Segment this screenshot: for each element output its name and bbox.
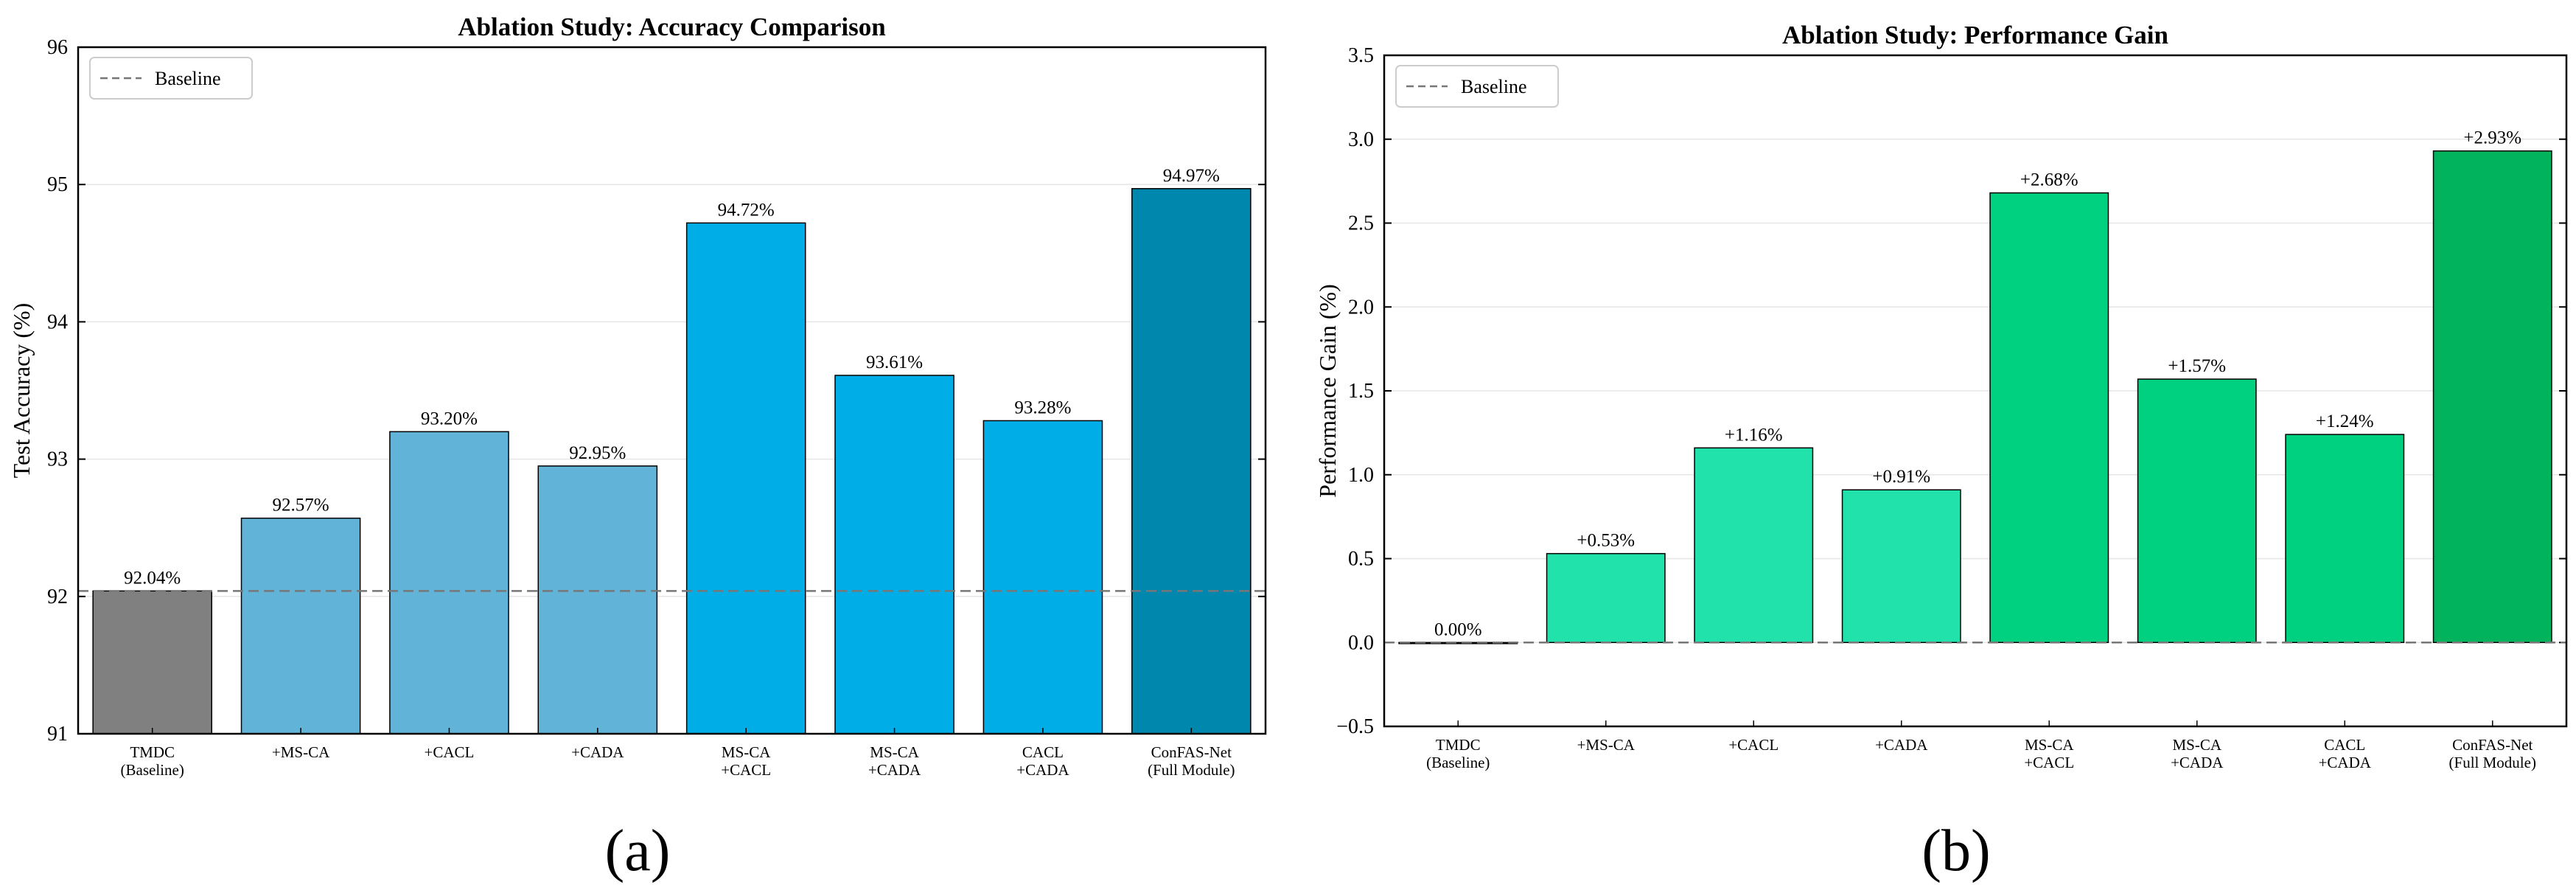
bar-value-label: 0.00%	[1434, 619, 1482, 639]
category-label: +CADA	[1016, 761, 1069, 779]
panel-letter: (b)	[1921, 819, 1990, 883]
category-label: +CADA	[2171, 754, 2224, 771]
y-tick-label: 96	[47, 36, 68, 59]
bar	[834, 375, 954, 734]
y-tick-label: 3.5	[1348, 44, 1374, 67]
panel-letter: (a)	[605, 819, 671, 883]
category-label: CACL	[2324, 736, 2365, 754]
legend-box	[89, 57, 253, 100]
category-label: MS-CA	[2172, 736, 2221, 754]
y-tick-label: 94	[47, 310, 68, 333]
category-label: ConFAS-Net	[2452, 736, 2533, 754]
bar-value-label: +2.68%	[2020, 170, 2078, 190]
bar	[389, 431, 509, 734]
category-label: MS-CA	[2025, 736, 2074, 754]
y-tick-label: 1.0	[1348, 464, 1374, 487]
bar-value-label: 92.57%	[273, 496, 329, 515]
y-tick-label: 92	[47, 586, 68, 608]
panel-b: −0.5 0.0 0.5 1.0 1.5 2.0 2.5 3.0 3.5 0.00% TMDC(Ba…	[1314, 21, 2568, 883]
category-label: +CADA	[2319, 754, 2372, 771]
bar	[982, 420, 1103, 734]
plot-frame	[1383, 54, 2568, 728]
legend-label: Baseline	[155, 68, 221, 89]
bar	[537, 465, 658, 734]
legend-box	[1395, 65, 1559, 108]
y-tick-label: 1.5	[1348, 380, 1374, 403]
category-label: (Baseline)	[1426, 754, 1490, 771]
bar	[1131, 188, 1252, 734]
category-label: +CACL	[2024, 754, 2074, 771]
category-label: (Full Module)	[1148, 761, 1235, 779]
category-label: CACL	[1022, 743, 1064, 761]
bar-value-label: 92.04%	[124, 568, 181, 588]
bar	[92, 590, 212, 734]
y-tick-label: 93	[47, 448, 68, 471]
category-label: +CACL	[425, 743, 475, 761]
y-tick-label: 0.5	[1348, 548, 1374, 571]
category-label: (Baseline)	[121, 761, 184, 779]
bar	[685, 222, 806, 734]
panel-a: 91 92 93 94 95 96 92.04% TMDC(Baseline) 92.57% +M…	[8, 13, 1267, 883]
plot-frame	[77, 46, 1267, 735]
bar	[1841, 489, 1961, 643]
category-label: +CACL	[1728, 736, 1779, 754]
y-axis-label: Test Accuracy (%)	[8, 303, 35, 479]
y-tick-label: 3.0	[1348, 128, 1374, 151]
bar	[2432, 150, 2552, 644]
bar-value-label: +1.57%	[2168, 356, 2226, 376]
y-tick-label: 0.0	[1348, 631, 1374, 654]
bar-value-label: 93.28%	[1014, 397, 1071, 417]
bar	[2137, 378, 2257, 643]
y-tick-label: 91	[47, 723, 68, 746]
bar-value-label: +0.53%	[1577, 531, 1635, 551]
category-label: +MS-CA	[272, 743, 330, 761]
bar-value-label: 92.95%	[569, 443, 626, 463]
bar-value-label: 94.97%	[1163, 166, 1220, 186]
category-label: TMDC	[130, 743, 175, 761]
chart-title: Ablation Study: Accuracy Comparison	[458, 13, 885, 41]
y-tick-label: −0.5	[1336, 715, 1374, 738]
category-label: +CADA	[868, 761, 921, 779]
y-tick-label: 2.5	[1348, 212, 1374, 235]
category-label: +CADA	[571, 743, 624, 761]
bar-value-label: 93.20%	[421, 409, 478, 428]
category-label: TMDC	[1436, 736, 1481, 754]
bar	[1546, 552, 1666, 643]
category-label: MS-CA	[722, 743, 771, 761]
category-label: +CACL	[721, 761, 771, 779]
bar	[240, 517, 361, 734]
bar-value-label: 94.72%	[718, 200, 775, 220]
chart-title: Ablation Study: Performance Gain	[1782, 21, 2168, 49]
y-tick-label: 95	[47, 173, 68, 196]
bar-value-label: +0.91%	[1872, 467, 1930, 487]
bar	[1694, 447, 1814, 643]
bar-value-label: 93.61%	[866, 353, 923, 372]
category-label: ConFAS-Net	[1151, 743, 1232, 761]
category-label: MS-CA	[870, 743, 919, 761]
bar	[1989, 192, 2109, 643]
y-tick-label: 2.0	[1348, 296, 1374, 319]
bar-value-label: +1.16%	[1725, 425, 1783, 445]
category-label: +MS-CA	[1577, 736, 1636, 754]
category-label: +CADA	[1875, 736, 1928, 754]
category-label: (Full Module)	[2449, 754, 2536, 771]
bar	[2285, 434, 2405, 644]
bar-value-label: +2.93%	[2463, 128, 2521, 148]
y-axis-label: Performance Gain (%)	[1314, 284, 1341, 498]
bar-value-label: +1.24%	[2316, 411, 2374, 431]
legend-label: Baseline	[1461, 76, 1527, 97]
